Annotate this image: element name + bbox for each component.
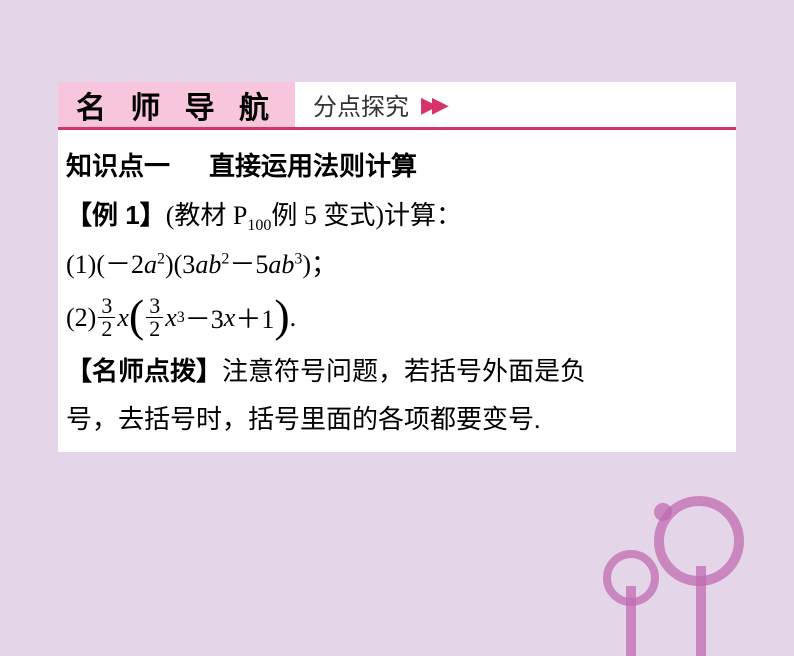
body: 知识点一 直接运用法则计算 【例 1】(教材 P100例 5 变式)计算： (1… — [58, 130, 736, 452]
var-a-2: a — [195, 250, 208, 279]
var-b-1: b — [208, 250, 221, 279]
var-a-1: a — [144, 250, 157, 279]
frac1-num: 3 — [98, 295, 115, 318]
tip-text-2: 号，去括号时，括号里面的各项都要变号. — [66, 405, 541, 434]
i1-open: (1)(－2 — [66, 250, 144, 279]
deco-stem-1 — [696, 566, 706, 656]
section-header: 名 师 导 航 分点探究 ▶▶ — [58, 82, 736, 130]
ex-src-open: (教材 P — [166, 201, 248, 230]
var-b-2: b — [281, 250, 294, 279]
tip-label: 【名师点拨】 — [66, 356, 222, 386]
var-x-1: x — [117, 303, 129, 333]
frac2-num: 3 — [146, 295, 163, 318]
i2-close: . — [290, 303, 297, 333]
var-a-3: a — [268, 250, 281, 279]
item-1: (1)(－2a2)(3ab2－5ab3)； — [66, 241, 728, 289]
frac1-den: 2 — [98, 318, 115, 340]
i2-plus: ＋1 — [235, 299, 274, 336]
arrow-icon: ▶▶ — [421, 92, 443, 118]
header-subtitle-text: 分点探究 — [313, 87, 409, 122]
var-x-3: x — [224, 303, 236, 333]
i1-mid1: )(3 — [165, 250, 195, 279]
frac-2: 3 2 — [146, 295, 163, 340]
knowledge-point: 知识点一 直接运用法则计算 — [66, 142, 728, 191]
ex-src-sub: 100 — [247, 217, 271, 234]
i2-mid: －3 — [185, 299, 224, 336]
item-2: (2) 3 2 x ( 3 2 x3－3x＋1 ) . — [66, 289, 728, 347]
flower-decoration — [584, 456, 764, 616]
tip-text-1: 注意符号问题，若括号外面是负 — [222, 357, 586, 386]
ex-src-close: 例 5 变式)计算： — [271, 201, 462, 230]
i2-open: (2) — [66, 303, 96, 333]
i1-mid2: －5 — [229, 250, 268, 279]
kp-title: 直接运用法则计算 — [209, 151, 417, 181]
frac2-den: 2 — [146, 318, 163, 340]
exp-2-1: 2 — [157, 250, 165, 267]
frac-1: 3 2 — [98, 295, 115, 340]
var-x-2: x — [165, 303, 177, 333]
header-subtitle: 分点探究 ▶▶ — [295, 82, 443, 127]
content-box: 名 师 导 航 分点探究 ▶▶ 知识点一 直接运用法则计算 【例 1】(教材 P… — [58, 82, 736, 452]
tip-line-2: 号，去括号时，括号里面的各项都要变号. — [66, 396, 728, 444]
tip-line-1: 【名师点拨】注意符号问题，若括号外面是负 — [66, 347, 728, 396]
kp-label: 知识点一 — [66, 151, 170, 181]
deco-circle-sm — [654, 503, 672, 521]
exp-3-2: 3 — [177, 309, 185, 327]
deco-stem-2 — [626, 586, 636, 656]
example-label: 【例 1】 — [66, 200, 166, 230]
example-heading: 【例 1】(教材 P100例 5 变式)计算： — [66, 191, 728, 241]
i1-close: )； — [302, 250, 337, 279]
header-title: 名 师 导 航 — [58, 82, 295, 127]
